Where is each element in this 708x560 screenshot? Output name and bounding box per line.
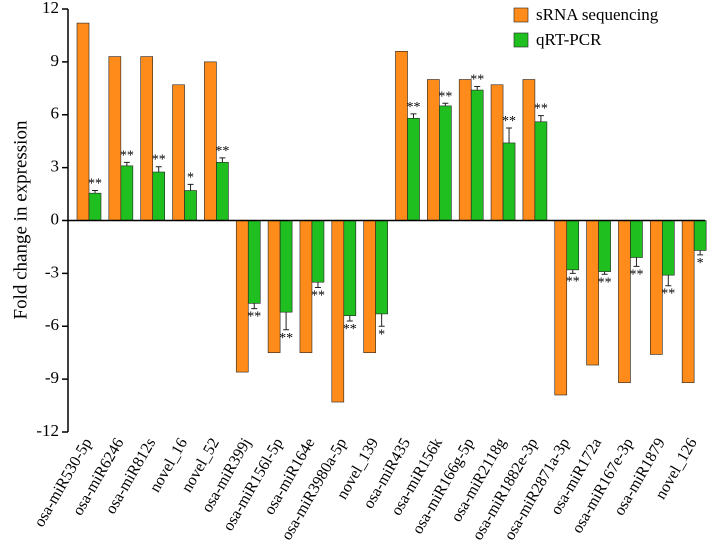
significance-label: ** xyxy=(343,322,357,337)
error-bar xyxy=(633,257,640,267)
significance-label: ** xyxy=(152,153,166,168)
significance-label: ** xyxy=(88,177,102,192)
significance-label: ** xyxy=(661,287,675,302)
error-bar xyxy=(697,250,704,256)
error-bar xyxy=(601,271,608,275)
y-tick-label: 12 xyxy=(42,0,59,17)
bar xyxy=(693,220,707,251)
bar xyxy=(343,220,357,316)
y-tick-label: -12 xyxy=(36,421,59,440)
error-bar xyxy=(314,282,321,288)
bar xyxy=(331,220,345,403)
bar xyxy=(88,192,102,221)
error-bar xyxy=(378,313,385,327)
error-bar xyxy=(92,190,98,194)
bar xyxy=(140,56,153,221)
significance-label: ** xyxy=(215,144,229,159)
legend-swatch xyxy=(513,32,529,48)
legend-swatch xyxy=(513,7,529,23)
bar xyxy=(470,89,484,221)
significance-label: ** xyxy=(247,310,261,325)
bar xyxy=(661,220,675,276)
bar xyxy=(204,61,217,221)
bar xyxy=(172,84,185,221)
bar xyxy=(618,220,631,383)
significance-label: ** xyxy=(407,100,421,115)
bar xyxy=(407,117,420,221)
significance-label: ** xyxy=(279,331,293,346)
error-bar xyxy=(155,166,162,173)
bar xyxy=(184,190,197,221)
bar xyxy=(566,220,580,271)
bar xyxy=(375,220,388,315)
y-tick-label: 3 xyxy=(51,157,60,176)
significance-label: ** xyxy=(438,89,452,104)
y-axis-title: Fold change in expression xyxy=(10,120,31,319)
bar xyxy=(458,79,472,221)
bar xyxy=(120,165,134,221)
bar xyxy=(554,220,568,396)
error-bar xyxy=(665,275,672,287)
bar xyxy=(395,50,408,221)
bar xyxy=(598,220,611,272)
significance-label: ** xyxy=(629,267,643,282)
y-tick-label: 6 xyxy=(51,104,60,123)
error-bar xyxy=(569,269,576,274)
y-tick-label: -6 xyxy=(45,315,59,334)
bar xyxy=(439,105,452,221)
bar xyxy=(279,220,293,313)
bar xyxy=(681,220,695,383)
significance-label: ** xyxy=(120,148,134,163)
bar xyxy=(311,220,325,283)
error-bar xyxy=(474,86,481,91)
error-bar xyxy=(506,127,513,143)
bar xyxy=(108,56,122,221)
error-bar xyxy=(410,113,417,119)
y-tick-label: -9 xyxy=(45,368,59,387)
significance-label: ** xyxy=(311,288,325,303)
error-bar xyxy=(123,161,130,166)
bar xyxy=(216,162,229,221)
error-bar xyxy=(537,115,544,122)
significance-label: * xyxy=(187,170,194,185)
error-bar xyxy=(187,183,194,191)
bar xyxy=(502,142,516,221)
bar xyxy=(247,220,261,304)
significance-label: * xyxy=(378,327,385,342)
legend-label: sRNA sequencing xyxy=(536,5,659,24)
significance-label: * xyxy=(697,256,704,271)
bar xyxy=(299,220,313,353)
error-bar xyxy=(283,312,290,331)
significance-label: ** xyxy=(534,102,548,117)
error-bar xyxy=(219,157,226,163)
bar xyxy=(152,171,165,221)
bar xyxy=(490,84,504,221)
bar xyxy=(235,220,249,373)
significance-label: ** xyxy=(566,274,580,289)
bar xyxy=(534,121,548,221)
significance-label: ** xyxy=(502,114,516,129)
error-bar xyxy=(346,315,353,322)
y-tick-label: -3 xyxy=(45,262,59,281)
significance-label: ** xyxy=(598,275,612,290)
legend-label: qRT-PCR xyxy=(536,30,602,49)
y-tick-label: 0 xyxy=(51,209,60,228)
error-bar xyxy=(442,102,449,106)
significance-label: ** xyxy=(470,73,484,88)
bar xyxy=(586,220,599,366)
bar xyxy=(363,220,376,353)
bar xyxy=(630,220,643,258)
error-bar xyxy=(251,303,258,310)
y-tick-label: 9 xyxy=(51,51,60,70)
